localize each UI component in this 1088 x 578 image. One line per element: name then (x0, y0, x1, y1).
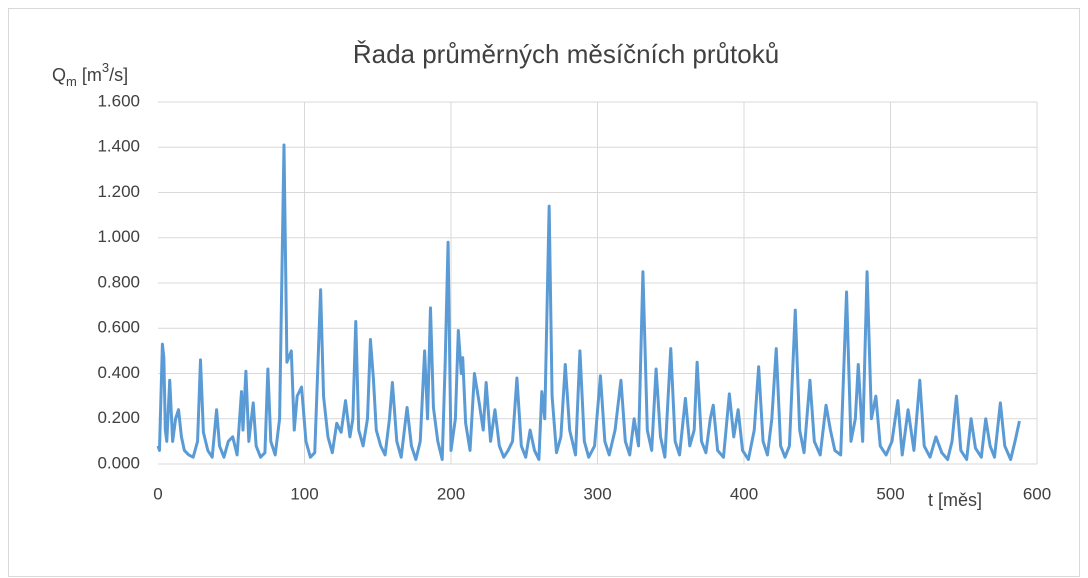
x-tick-label: 400 (730, 484, 758, 503)
y-label-sup: 3 (102, 60, 109, 75)
y-label-part: [m (77, 65, 102, 85)
chart-border (8, 8, 1080, 577)
x-tick-label: 200 (437, 484, 465, 503)
y-tick-label: 1.200 (97, 182, 140, 201)
y-tick-label: 0.600 (97, 318, 140, 337)
data-line (156, 143, 1021, 461)
x-axis-label: t [měs] (928, 490, 982, 510)
y-label-part: /s] (109, 65, 128, 85)
x-tick-label: 600 (1023, 484, 1051, 503)
y-tick-label: 0.200 (97, 408, 140, 427)
y-tick-label: 0.800 (97, 272, 140, 291)
y-axis-label: Qm [m3/s] (52, 60, 128, 89)
y-tick-label: 0.000 (97, 453, 140, 472)
y-tick-label: 0.400 (97, 363, 140, 382)
x-tick-label: 500 (876, 484, 904, 503)
x-tick-label: 0 (153, 484, 162, 503)
x-tick-label: 300 (583, 484, 611, 503)
y-tick-label: 1.600 (97, 91, 140, 110)
y-label-sub: m (66, 74, 77, 89)
y-tick-label: 1.400 (97, 137, 140, 156)
y-tick-label: 1.000 (97, 227, 140, 246)
x-tick-label: 100 (290, 484, 318, 503)
y-label-part: Q (52, 65, 66, 85)
chart-title: Řada průměrných měsíčních průtoků (353, 39, 779, 69)
